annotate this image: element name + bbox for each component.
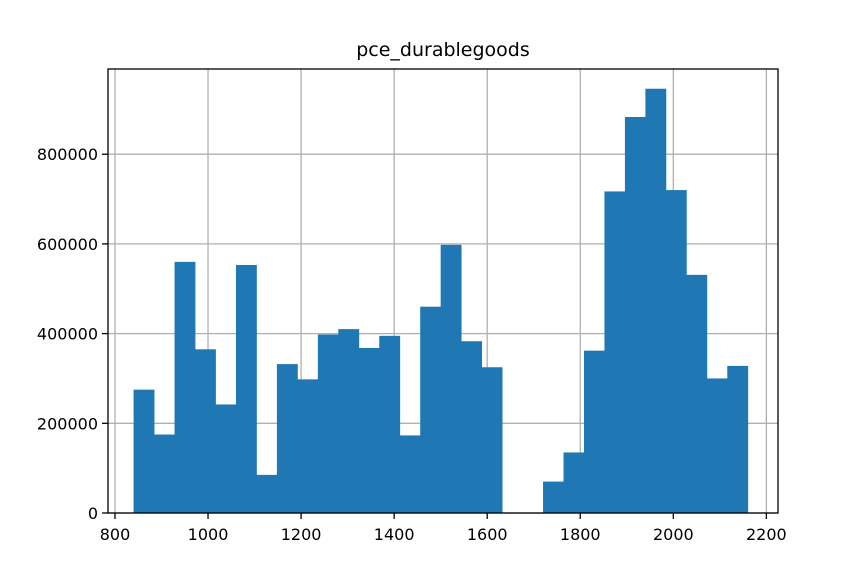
- plot-frame: [107, 68, 779, 514]
- histogram-bar-21: [563, 452, 585, 513]
- histogram-bar-0: [133, 389, 155, 513]
- y-tick-label: 200000: [37, 414, 98, 433]
- histogram-bar-13: [399, 435, 421, 513]
- histogram-bar-1: [154, 434, 175, 513]
- histogram-bar-5: [235, 264, 257, 513]
- x-tick-label: 1800: [560, 525, 601, 544]
- chart-title: pce_durablegoods: [356, 39, 530, 61]
- x-tick-label: 2200: [746, 525, 787, 544]
- histogram-bar-24: [624, 116, 646, 513]
- histogram-bar-2: [174, 261, 196, 513]
- x-tick-label: 1400: [374, 525, 415, 544]
- y-tick-label: 600000: [37, 235, 98, 254]
- histogram-bar-4: [215, 404, 237, 513]
- histogram-bar-22: [583, 350, 605, 513]
- histogram-bar-11: [358, 347, 380, 513]
- y-tick-label: 0: [88, 504, 98, 523]
- histogram-bar-23: [604, 191, 626, 513]
- histogram-bar-12: [379, 335, 401, 513]
- histogram-bar-10: [338, 329, 360, 513]
- histogram-bar-16: [461, 341, 483, 513]
- histogram-bar-25: [645, 88, 667, 513]
- histogram-bar-29: [727, 365, 749, 513]
- x-tick-label: 1200: [281, 525, 322, 544]
- x-tick-label: 800: [100, 525, 131, 544]
- histogram-bar-9: [317, 334, 339, 513]
- histogram-bar-20: [543, 481, 564, 513]
- histogram-bar-26: [665, 190, 687, 513]
- x-tick-label: 1600: [467, 525, 508, 544]
- bars: [133, 88, 749, 513]
- histogram-bar-17: [481, 367, 503, 513]
- histogram-bar-27: [686, 274, 708, 513]
- x-axis: 800 1000 1200 1400 1600 1800 2000 2200: [100, 513, 787, 544]
- x-tick-label: 2000: [653, 525, 694, 544]
- histogram-bar-6: [256, 474, 278, 513]
- x-tick-label: 1000: [188, 525, 229, 544]
- histogram-bar-3: [195, 349, 216, 513]
- histogram-bar-14: [420, 306, 442, 513]
- histogram-bar-8: [297, 379, 319, 513]
- histogram-bar-15: [440, 244, 462, 513]
- y-tick-label: 800000: [37, 145, 98, 164]
- y-tick-label: 400000: [37, 325, 98, 344]
- y-axis: 0 200000 400000 600000 800000: [37, 145, 108, 523]
- histogram-bar-7: [276, 364, 298, 513]
- histogram-bar-28: [706, 378, 728, 513]
